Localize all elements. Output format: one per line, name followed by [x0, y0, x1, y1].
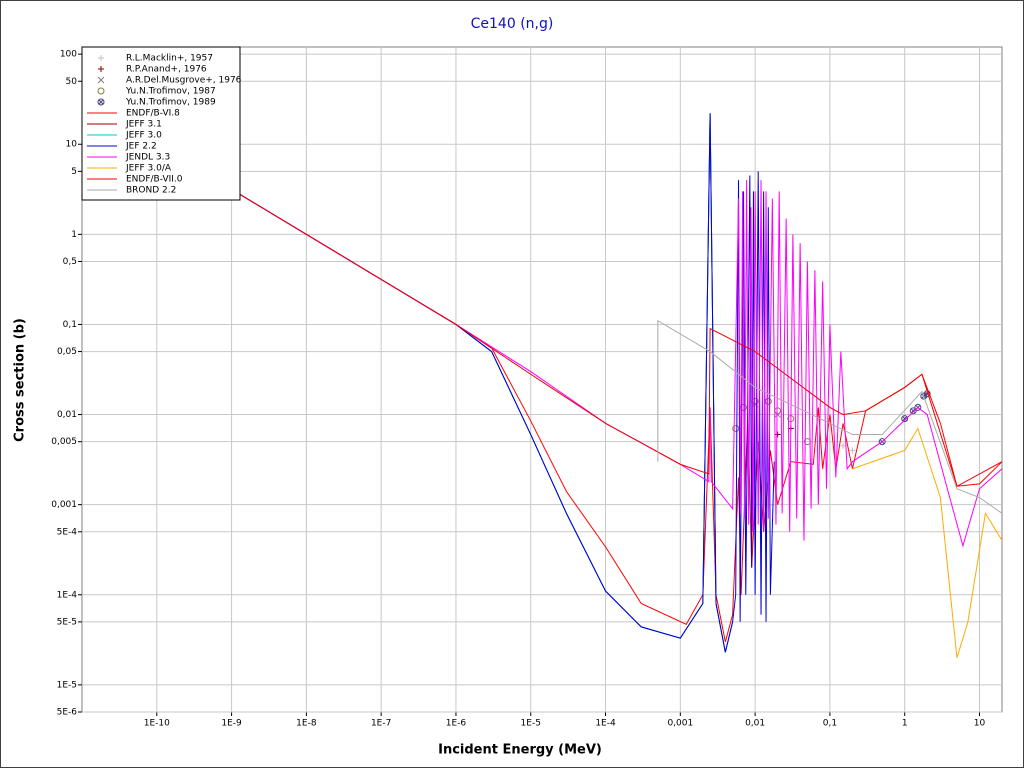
- series-line: [657, 319, 1002, 514]
- data-point: [774, 411, 781, 418]
- marker-circle: [97, 98, 105, 106]
- legend-label: ENDF/B-VII.0: [126, 175, 183, 185]
- legend-label: R.P.Anand+, 1976: [126, 65, 207, 75]
- data-point: [98, 55, 104, 61]
- series-line: [852, 427, 1002, 658]
- y-tick-label: 1E-5: [57, 680, 77, 690]
- data-point: [774, 431, 781, 438]
- marker-circle: [901, 415, 909, 423]
- data-point: [97, 87, 105, 95]
- chart-title: Ce140 (n,g): [471, 16, 554, 32]
- y-tick-label: 1E-4: [57, 590, 78, 600]
- y-tick-label: 50: [66, 77, 78, 87]
- y-tick-label: 5E-6: [57, 708, 78, 718]
- legend-label: JENDL 3.3: [125, 153, 170, 163]
- legend-label: JEFF 3.0/A: [125, 164, 172, 174]
- x-tick-label: 1E-5: [521, 719, 541, 729]
- marker-circle: [732, 425, 740, 433]
- y-tick-label: 0,001: [51, 500, 77, 510]
- y-tick-label: 5E-5: [57, 617, 77, 627]
- legend-label: A.R.Del.Musgrove+, 1976: [126, 76, 242, 86]
- y-tick-label: 100: [60, 50, 77, 60]
- data-point: [901, 415, 909, 423]
- x-tick-label: 10: [974, 719, 986, 729]
- y-tick-label: 0,5: [63, 257, 77, 267]
- x-tick-label: 1E-8: [296, 719, 317, 729]
- data-point: [909, 407, 917, 415]
- legend-label: JEF 2.2: [125, 142, 157, 152]
- legend-label: JEFF 3.0: [125, 131, 162, 141]
- marker-cross: [902, 416, 908, 422]
- legend-label: Yu.N.Trofimov, 1989: [125, 98, 216, 108]
- x-tick-label: 1E-6: [446, 719, 467, 729]
- x-tick-label: 1E-9: [221, 719, 242, 729]
- data-point: [840, 442, 847, 449]
- legend-label: Yu.N.Trofimov, 1987: [125, 87, 216, 97]
- y-tick-label: 0,1: [63, 320, 77, 330]
- series-line: [82, 98, 775, 653]
- marker-circle: [909, 407, 917, 415]
- x-tick-label: 1: [902, 719, 908, 729]
- marker-cross: [98, 99, 104, 105]
- y-axis-label: Cross section (b): [13, 318, 28, 442]
- x-tick-label: 0,001: [667, 719, 693, 729]
- data-point: [98, 66, 104, 72]
- y-tick-label: 10: [66, 140, 78, 150]
- y-tick-label: 0,05: [57, 347, 77, 357]
- x-tick-label: 1E-7: [371, 719, 391, 729]
- data-point: [97, 98, 105, 106]
- marker-circle: [914, 403, 922, 411]
- x-tick-label: 0,1: [823, 719, 837, 729]
- y-tick-label: 0,005: [51, 437, 77, 447]
- y-tick-label: 1: [71, 230, 77, 240]
- series-line: [82, 98, 1002, 548]
- x-tick-label: 1E-10: [144, 719, 170, 729]
- legend-label: R.L.Macklin+, 1957: [126, 54, 213, 64]
- series-line: [82, 98, 1002, 488]
- data-point: [732, 425, 740, 433]
- data-point: [849, 447, 856, 454]
- marker-circle: [97, 87, 105, 95]
- y-tick-label: 5: [71, 167, 77, 177]
- x-tick-label: 0,01: [745, 719, 765, 729]
- plot: [82, 98, 1002, 658]
- legend-label: ENDF/B-VI.8: [126, 109, 180, 119]
- legend-label: JEFF 3.1: [125, 120, 162, 130]
- x-axis-label: Incident Energy (MeV): [438, 743, 602, 758]
- y-tick-label: 5E-4: [57, 527, 78, 537]
- legend-label: BROND 2.2: [126, 186, 176, 196]
- x-tick-label: 1E-4: [595, 719, 616, 729]
- data-point: [97, 76, 105, 84]
- y-tick-label: 0,01: [57, 410, 77, 420]
- marker-cross: [910, 408, 916, 414]
- marker-circle: [878, 438, 886, 446]
